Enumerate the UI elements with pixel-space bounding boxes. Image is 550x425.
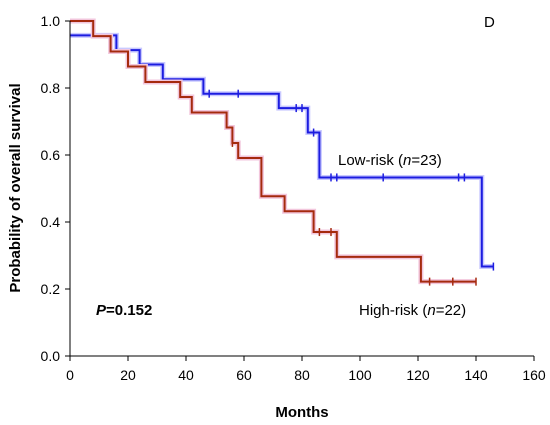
y-tick-label: 0.0 — [41, 348, 61, 364]
y-tick-label: 0.2 — [41, 281, 61, 297]
legend-low-risk-n: n — [403, 152, 411, 169]
panel-letter: D — [484, 14, 495, 31]
survival-curves — [70, 18, 495, 286]
x-tick-label: 20 — [120, 367, 136, 383]
legend-high-risk-n: n — [427, 302, 435, 319]
legend-low-risk: Low-risk (n=23) — [338, 152, 442, 169]
high-risk-survival-curve — [70, 20, 476, 283]
y-tick-label: 1.0 — [41, 13, 61, 29]
low-risk-curve-halo — [70, 32, 494, 270]
p-value-number: =0.152 — [106, 302, 152, 319]
legend-low-risk-prefix: Low-risk ( — [338, 152, 403, 169]
legend-low-risk-suffix: =23) — [411, 152, 441, 169]
p-value-symbol: P — [96, 302, 107, 319]
x-tick-label: 40 — [178, 367, 194, 383]
legend-high-risk-prefix: High-risk ( — [359, 302, 427, 319]
low-risk-survival-curve — [70, 34, 494, 268]
x-tick-label: 80 — [294, 367, 310, 383]
y-axis-title: Probability of overall survival — [7, 83, 24, 292]
x-tick-label: 120 — [406, 367, 430, 383]
axis-ticks: 0 20 40 60 80 100 120 140 160 0.0 0.2 0.4 0.6 0.8 1.0 — [41, 13, 546, 383]
y-tick-label: 0.4 — [41, 214, 61, 230]
x-tick-label: 160 — [522, 367, 546, 383]
legend-high-risk-suffix: =22) — [436, 302, 466, 319]
x-axis-title: Months — [275, 404, 328, 421]
x-tick-label: 140 — [464, 367, 488, 383]
x-tick-label: 60 — [236, 367, 252, 383]
x-tick-label: 0 — [66, 367, 74, 383]
y-tick-label: 0.8 — [41, 80, 61, 96]
x-tick-label: 100 — [348, 367, 372, 383]
legend-high-risk: High-risk (n=22) — [359, 302, 466, 319]
p-value-text: P=0.152 — [96, 302, 152, 319]
y-tick-label: 0.6 — [41, 147, 61, 163]
